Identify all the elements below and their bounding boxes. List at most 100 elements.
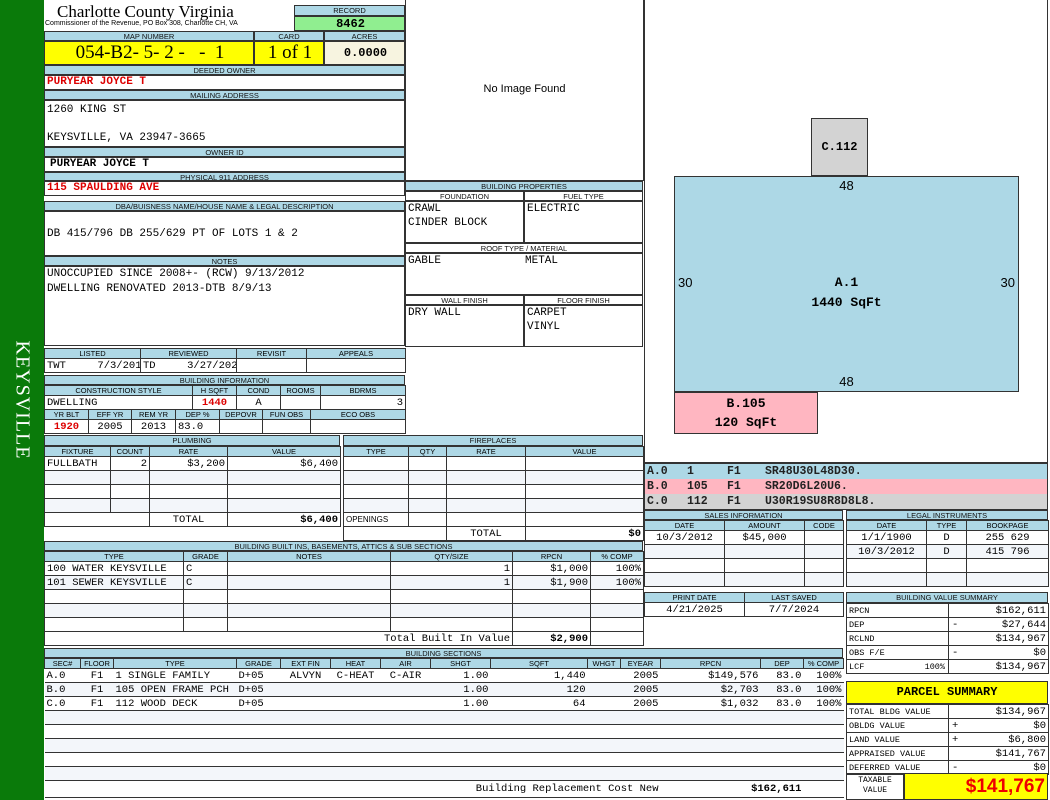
summary-row: OBS F/E - $0 [846,645,1049,660]
table-row [343,456,644,471]
pct-comp: 100% [803,682,844,697]
cell [408,484,447,499]
column-header: TYPE [926,520,967,531]
dep: 83.0 [760,696,804,711]
last-saved-label: LAST SAVED [744,592,844,603]
cell [446,498,526,513]
value-summary-label: BUILDING VALUE SUMMARY [846,592,1048,603]
type: 100 WATER KEYSVILLE [44,561,184,576]
grade [183,589,228,604]
rate [149,498,228,513]
sales-table: DATE AMOUNT CODE 10/3/2012 $45,000 [644,520,844,587]
building-age-value: 1920 [44,419,89,434]
column-header: EXT FIN [280,658,331,669]
cell [408,456,447,471]
ext-fin [280,682,331,697]
floor-value: CARPET [527,307,567,319]
sketch-line-code: 105 [687,480,708,493]
building-info-value: DWELLING [44,395,193,410]
eyear [620,710,661,725]
summary-value: $141,767 [995,747,1046,760]
floor: F1 [80,696,114,711]
column-header: CONSTRUCTION STYLE [44,385,193,396]
building-info-value [280,395,321,410]
area-a-id: A.1 [834,275,859,290]
heat [330,724,381,739]
date: 10/3/2012 [846,544,927,559]
code [804,544,844,559]
whgt [587,752,621,767]
shgt: 1.00 [430,682,491,697]
note-line: UNOCCUPIED SINCE 2008+- (RCW) 9/13/2012 [47,268,305,280]
print-date-label: PRINT DATE [644,592,745,603]
sketch-line-floor: F1 [727,495,741,508]
building-age-table: YR BLT EFF YR REM YR DEP % DEPOVR FUN OBS ECO … [44,409,406,434]
summary-row: DEFERRED VALUE - $0 [846,760,1049,775]
table-row [343,498,644,513]
fireplaces-label: FIREPLACES [343,435,643,446]
ext-fin [280,738,331,753]
cell [525,470,644,485]
sec [44,752,81,767]
building-properties-label: BUILDING PROPERTIES [405,181,643,191]
grade [236,766,281,781]
qty: 1 [390,575,513,590]
acres-label: ACRES [324,31,405,41]
grade: D+05 [236,682,281,697]
sketch-line-sec: C.0 [647,495,668,508]
column-header: QTY/SIZE [390,551,513,562]
total-label: Building Replacement Cost New [44,780,661,798]
review-table: LISTED REVIEWED REVISIT APPEALS TWT 7/3/201… [44,348,406,373]
whgt [587,682,621,697]
dep [760,724,804,739]
cell [446,456,526,471]
legal-description-label: DBA/BUISNESS NAME/HOUSE NAME & LEGAL DES… [44,201,405,211]
sketch-line-code: 1 [687,465,694,478]
value [227,484,341,499]
code [804,558,844,573]
page-title: Charlotte County Virginia [57,2,234,21]
heat [330,752,381,767]
fuel-type: ELECTRIC [524,201,643,243]
grade [236,710,281,725]
sec [44,724,81,739]
rpcn [660,752,761,767]
column-header: TYPE [44,551,184,562]
bookpage: 255 629 [966,530,1049,545]
summary-sign: + [952,733,959,746]
summary-value-cell: - $0 [948,760,1049,775]
type: 112 WOOD DECK [113,696,237,711]
summary-sign: - [952,761,959,774]
summary-sign: + [952,719,959,732]
cell [446,484,526,499]
grade [236,752,281,767]
column-header: WHGT [587,658,621,669]
table-row [44,724,844,739]
type [926,572,967,587]
ext-fin [280,710,331,725]
header-row: SEC# FLOOR TYPE GRADE EXT FIN HEAT AIR SHGT SQFT… [44,658,844,669]
listed-value: TWT 7/3/2018 [44,358,141,373]
reviewed-header: REVIEWED [140,348,237,359]
table-row [44,589,644,604]
table-row [846,558,1049,573]
reviewed-value: TD 3/27/2024 [140,358,237,373]
pct-comp [803,738,844,753]
code [804,530,844,545]
sqft [490,766,588,781]
summary-sign: - [952,618,959,631]
type [113,710,237,725]
heat [330,696,381,711]
roof-type: GABLE [408,255,442,267]
type [113,738,237,753]
dim-left: 30 [678,275,693,290]
area-b-sqft: 120 SqFt [714,415,778,430]
sec: B.0 [44,682,81,697]
shgt [430,738,491,753]
dim-right: 30 [1000,275,1015,290]
value-summary-table: RPCN $162,611 DEP - $27,644 RCLND $134,967 OBS … [846,603,1049,674]
building-age-value: 83.0 [175,419,220,434]
summary-label-cell: RPCN [846,603,949,618]
physical-address: 115 SPAULDING AVE [44,181,405,196]
column-header: ECO OBS [310,409,406,420]
